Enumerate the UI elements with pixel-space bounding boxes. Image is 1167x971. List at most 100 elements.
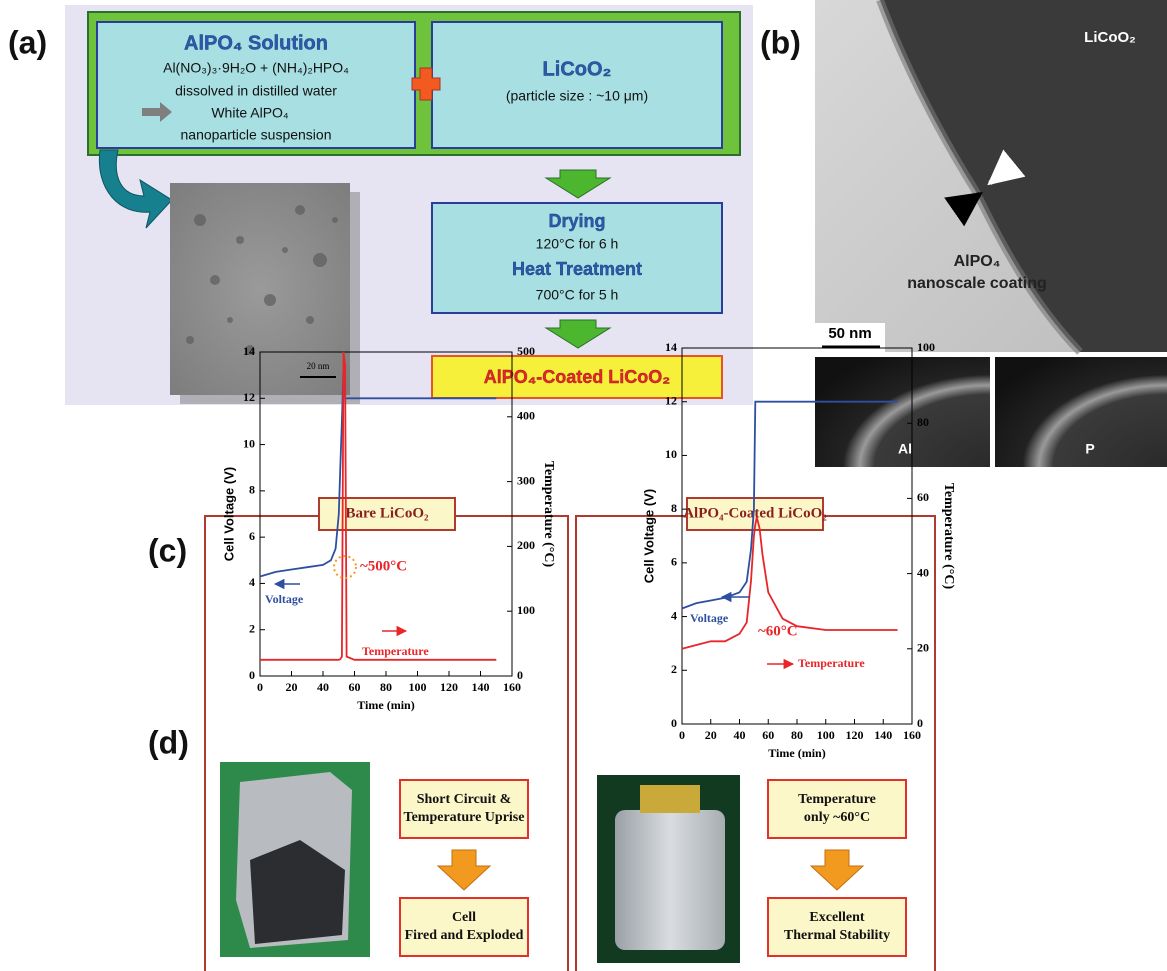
figure: (a) (b) (c) (d) AlPO₄ Solution Al(NO₃)₃·…	[0, 0, 1167, 971]
panel-label: (b)	[760, 24, 801, 60]
x-tick-label: 0	[257, 680, 263, 694]
annotation: Temperature	[798, 656, 865, 670]
box-text: (particle size : ~10 μm)	[506, 88, 648, 104]
annotation: ~60°C	[758, 623, 798, 639]
y2-tick-label: 100	[917, 340, 935, 354]
box-text: Al(NO₃)₃·9H₂O + (NH₄)₂HPO₄	[163, 60, 349, 76]
licoo2-box	[432, 22, 722, 148]
y-tick-label: 6	[671, 555, 677, 569]
y2-tick-label: 60	[917, 490, 929, 504]
info-box	[768, 898, 906, 956]
pouch-cell	[615, 810, 725, 950]
y-tick-label: 0	[249, 668, 255, 682]
info-text: Temperature	[798, 792, 876, 807]
map-label: Al	[898, 441, 912, 457]
x-tick-label: 80	[791, 728, 803, 742]
info-text: only ~60°C	[804, 810, 870, 825]
y-tick-label: 2	[671, 662, 677, 676]
box-text: 700°C for 5 h	[536, 287, 619, 303]
y-tick-label: 4	[671, 608, 677, 622]
y2-tick-label: 500	[517, 344, 535, 358]
box-text: White AlPO₄	[211, 105, 289, 121]
info-text: Fired and Exploded	[405, 928, 524, 943]
y-tick-label: 10	[665, 447, 677, 461]
y2-axis-label: Temperature (°C)	[941, 483, 956, 590]
y-axis-label: Cell Voltage (V)	[641, 489, 656, 583]
x-tick-label: 140	[874, 728, 892, 742]
y-tick-label: 14	[665, 340, 677, 354]
info-box	[400, 898, 528, 956]
down-arrow	[438, 850, 490, 890]
y2-tick-label: 400	[517, 409, 535, 423]
info-text: Temperature Uprise	[404, 810, 525, 825]
coating-label: nanoscale coating	[907, 275, 1047, 292]
x-tick-label: 140	[472, 680, 490, 694]
x-tick-label: 20	[705, 728, 717, 742]
y-tick-label: 6	[249, 529, 255, 543]
y2-axis-label: Temperature (°C)	[541, 461, 556, 568]
panel-label: (c)	[148, 532, 187, 568]
y2-tick-label: 200	[517, 538, 535, 552]
info-box	[400, 780, 528, 838]
x-tick-label: 0	[679, 728, 685, 742]
x-tick-label: 160	[903, 728, 921, 742]
info-text: Cell	[452, 910, 476, 925]
x-tick-label: 100	[409, 680, 427, 694]
y-axis-label: Cell Voltage (V)	[221, 467, 236, 561]
info-text: Thermal Stability	[784, 928, 890, 943]
chart-title: AlPO₄-Coated LiCoO₂	[683, 505, 827, 521]
x-tick-label: 40	[734, 728, 746, 742]
box-title: AlPO₄ Solution	[184, 32, 328, 54]
y2-tick-label: 0	[517, 668, 523, 682]
scale-label: 20 nm	[307, 361, 330, 371]
box-title: Heat Treatment	[512, 259, 642, 279]
tab-tape	[640, 785, 700, 813]
x-axis-label: Time (min)	[768, 746, 825, 760]
y-tick-label: 0	[671, 716, 677, 730]
panel-label: (d)	[148, 724, 189, 760]
x-tick-label: 60	[349, 680, 361, 694]
panel-label: (a)	[8, 24, 47, 60]
y-tick-label: 14	[243, 344, 255, 358]
annotation: Voltage	[265, 592, 304, 606]
x-tick-label: 20	[286, 680, 298, 694]
scale-label: 50 nm	[828, 325, 871, 342]
down-arrow	[811, 850, 863, 890]
annotation: ~500°C	[360, 558, 407, 574]
annotation: Temperature	[362, 644, 429, 658]
coating-label: AlPO₄	[954, 253, 1001, 270]
y-tick-label: 2	[249, 621, 255, 635]
x-tick-label: 160	[503, 680, 521, 694]
y-tick-label: 8	[671, 501, 677, 515]
info-box	[768, 780, 906, 838]
particle-label: LiCoO₂	[1084, 29, 1136, 46]
info-text: Short Circuit &	[417, 792, 512, 807]
y-tick-label: 4	[249, 575, 255, 589]
y2-tick-label: 300	[517, 473, 535, 487]
y-tick-label: 10	[243, 436, 255, 450]
x-tick-label: 40	[317, 680, 329, 694]
x-tick-label: 100	[817, 728, 835, 742]
chart-title: Bare LiCoO₂	[346, 505, 429, 521]
y2-tick-label: 100	[517, 603, 535, 617]
x-axis-label: Time (min)	[357, 698, 414, 712]
y-tick-label: 8	[249, 483, 255, 497]
map-label: P	[1085, 441, 1094, 457]
highlight-circle	[334, 556, 356, 578]
x-tick-label: 120	[846, 728, 864, 742]
box-text: dissolved in distilled water	[175, 83, 337, 99]
x-tick-label: 120	[440, 680, 458, 694]
y2-tick-label: 40	[917, 565, 929, 579]
annotation: Voltage	[690, 611, 729, 625]
y2-tick-label: 20	[917, 641, 929, 655]
x-tick-label: 60	[762, 728, 774, 742]
box-text: 120°C for 6 h	[536, 236, 619, 252]
box-title: LiCoO₂	[543, 58, 612, 80]
info-text: Excellent	[809, 910, 865, 925]
y-tick-label: 12	[243, 390, 255, 404]
eds-map	[995, 357, 1167, 467]
box-text: nanoparticle suspension	[181, 127, 332, 143]
box-title: Drying	[548, 211, 605, 231]
y2-tick-label: 80	[917, 415, 929, 429]
x-tick-label: 80	[380, 680, 392, 694]
